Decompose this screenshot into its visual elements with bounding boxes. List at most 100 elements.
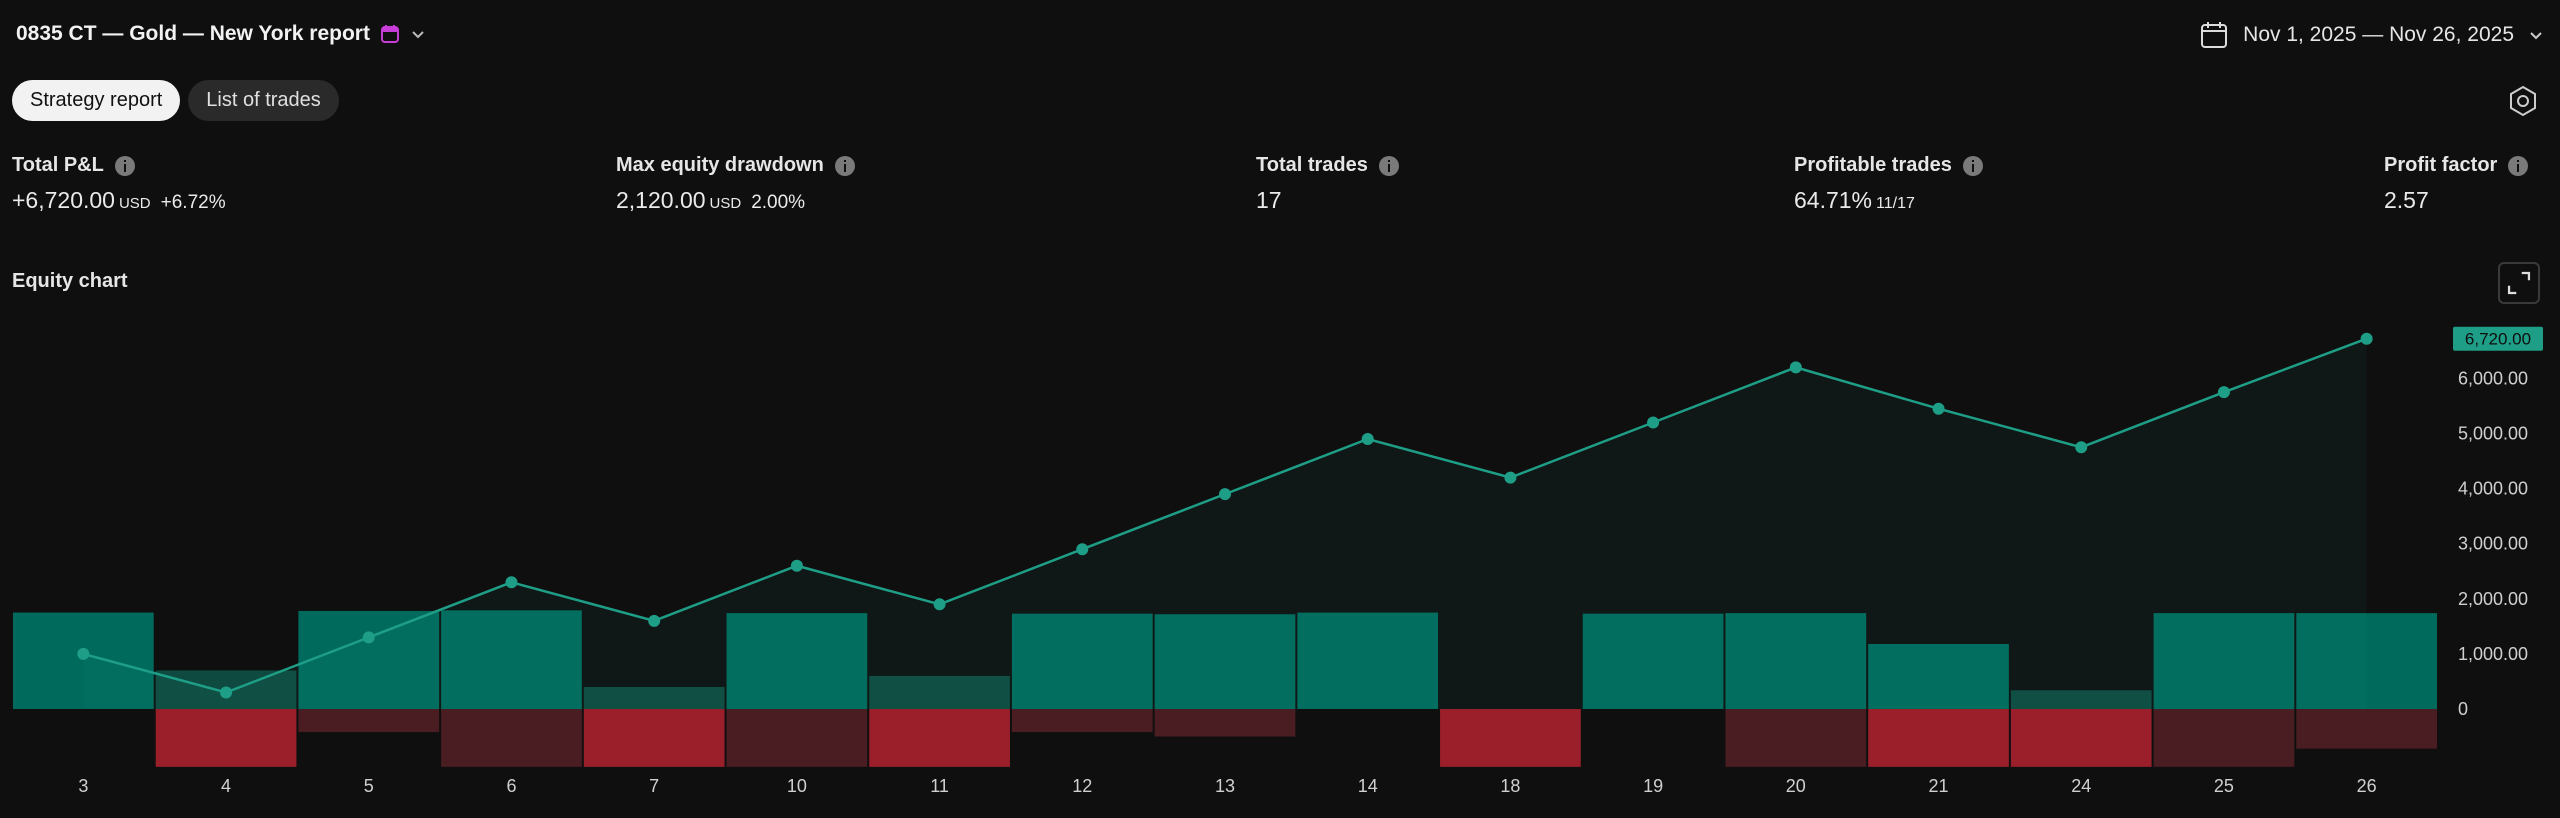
run-up-bar bbox=[869, 675, 1010, 709]
chevron-down-icon bbox=[2530, 32, 2542, 40]
y-tick-label: 1,000.00 bbox=[2458, 644, 2528, 664]
chevron-down-icon[interactable] bbox=[410, 26, 426, 42]
equity-point[interactable] bbox=[1361, 433, 1374, 446]
run-up-bar bbox=[1582, 613, 1724, 709]
equity-chart: 3 4 5 6 7 10 11 12 13 14 18 19 20 21 24 25 26 6,000.00 5,0… bbox=[13, 326, 2543, 796]
stat-label: Profitable trades bbox=[1794, 154, 1952, 176]
run-up-bar bbox=[298, 610, 440, 709]
x-tick-label: 24 bbox=[2071, 776, 2091, 796]
y-tick-label: 0 bbox=[2458, 699, 2468, 719]
x-tick-label: 11 bbox=[930, 776, 949, 796]
drawdown-bar bbox=[155, 709, 297, 767]
equity-point[interactable] bbox=[1076, 543, 1089, 556]
equity-area bbox=[83, 338, 2367, 709]
info-icon[interactable] bbox=[2507, 155, 2529, 177]
stat-max-drawdown: Max equity drawdown 2,120.00 USD 2.00% bbox=[616, 154, 856, 214]
run-up-bar bbox=[1868, 643, 2009, 709]
drawdown-bar bbox=[2153, 709, 2295, 767]
equity-point[interactable] bbox=[1932, 402, 1945, 415]
drawdown-bar bbox=[583, 709, 725, 767]
drawdown-bar bbox=[869, 709, 1010, 767]
equity-point[interactable] bbox=[2360, 332, 2373, 345]
expand-icon[interactable] bbox=[2498, 262, 2540, 304]
run-up-bar bbox=[1011, 613, 1153, 709]
x-tick-label: 21 bbox=[1929, 776, 1949, 796]
stat-label: Max equity drawdown bbox=[616, 154, 824, 176]
x-tick-label: 20 bbox=[1786, 776, 1806, 796]
calendar-badge-icon bbox=[380, 25, 399, 43]
y-tick-label: 4,000.00 bbox=[2458, 479, 2528, 499]
drawdown-bar bbox=[1868, 709, 2009, 767]
equity-point[interactable] bbox=[2217, 386, 2230, 399]
x-tick-label: 25 bbox=[2214, 776, 2234, 796]
drawdown-bar bbox=[1440, 709, 1581, 767]
drawdown-bar bbox=[1011, 709, 1153, 733]
equity-point[interactable] bbox=[77, 647, 90, 660]
stat-value: 2.57 bbox=[2384, 187, 2429, 213]
drawdown-bar bbox=[441, 709, 582, 767]
calendar-icon bbox=[2201, 22, 2228, 48]
settings-icon[interactable] bbox=[2506, 84, 2540, 118]
equity-point[interactable] bbox=[220, 686, 233, 699]
info-icon[interactable] bbox=[114, 155, 136, 177]
stat-value: 17 bbox=[1256, 187, 1282, 213]
run-up-bar bbox=[583, 686, 725, 709]
drawdown-bar bbox=[2010, 709, 2152, 767]
x-tick-label: 18 bbox=[1500, 776, 1520, 796]
report-tabs: Strategy report List of trades bbox=[12, 80, 339, 121]
y-tick-label: 3,000.00 bbox=[2458, 534, 2528, 554]
tab-list-of-trades[interactable]: List of trades bbox=[188, 80, 339, 121]
stat-fraction: 11/17 bbox=[1876, 195, 1915, 212]
equity-point[interactable] bbox=[1647, 416, 1660, 429]
stat-profit-factor: Profit factor 2.57 bbox=[2384, 154, 2529, 214]
run-up-bar bbox=[1297, 612, 1439, 709]
drawdown-bar bbox=[2296, 709, 2437, 749]
equity-point[interactable] bbox=[933, 598, 946, 611]
stat-profitable-trades: Profitable trades 64.71% 11/17 bbox=[1794, 154, 1984, 214]
info-icon[interactable] bbox=[1378, 155, 1400, 177]
equity-point[interactable] bbox=[505, 576, 518, 589]
stat-value: +6,720.00 bbox=[12, 187, 115, 213]
equity-point[interactable] bbox=[790, 559, 803, 572]
report-title-text: 0835 CT — Gold — New York report bbox=[16, 22, 370, 45]
stat-unit: USD bbox=[118, 195, 151, 212]
info-icon[interactable] bbox=[1962, 155, 1984, 177]
equity-point[interactable] bbox=[2075, 441, 2088, 454]
x-tick-label: 5 bbox=[364, 776, 374, 796]
x-tick-label: 4 bbox=[221, 776, 231, 796]
drawdown-bar bbox=[726, 709, 868, 767]
equity-chart-title: Equity chart bbox=[12, 270, 128, 292]
date-range-picker[interactable]: Nov 1, 2025 — Nov 26, 2025 bbox=[2199, 20, 2544, 50]
equity-point[interactable] bbox=[1504, 471, 1517, 484]
x-tick-label: 3 bbox=[78, 776, 88, 796]
equity-point[interactable] bbox=[1219, 488, 1231, 501]
info-icon[interactable] bbox=[834, 155, 856, 177]
last-value-badge bbox=[2453, 326, 2543, 351]
equity-point[interactable] bbox=[1789, 361, 1802, 374]
stat-percent: +6.72% bbox=[160, 192, 226, 213]
y-tick-label: 5,000.00 bbox=[2458, 424, 2528, 444]
drawdown-bar bbox=[1154, 709, 1296, 737]
run-up-bar bbox=[13, 612, 154, 709]
y-tick-label: 6,000.00 bbox=[2458, 368, 2528, 388]
drawdown-bar bbox=[1725, 709, 1867, 767]
x-tick-label: 26 bbox=[2357, 776, 2377, 796]
tab-strategy-report[interactable]: Strategy report bbox=[12, 80, 181, 121]
x-tick-label: 7 bbox=[649, 776, 659, 796]
stat-total-pnl: Total P&L +6,720.00 USD +6.72% bbox=[12, 154, 226, 214]
x-tick-label: 6 bbox=[506, 776, 516, 796]
run-up-bar bbox=[441, 610, 582, 709]
report-title[interactable]: 0835 CT — Gold — New York report bbox=[16, 22, 426, 46]
stat-unit: USD bbox=[709, 195, 742, 212]
equity-point[interactable] bbox=[362, 631, 375, 644]
top-bar: 0835 CT — Gold — New York report Nov 1, … bbox=[0, 0, 2560, 74]
x-tick-label: 19 bbox=[1643, 776, 1663, 796]
run-up-bar bbox=[726, 613, 868, 709]
stat-total-trades: Total trades 17 bbox=[1256, 154, 1400, 214]
run-up-bar bbox=[1725, 613, 1867, 709]
last-value-label: 6,720.00 bbox=[2465, 330, 2531, 349]
y-tick-label: 2,000.00 bbox=[2458, 589, 2528, 609]
x-tick-label: 10 bbox=[787, 776, 807, 796]
equity-point[interactable] bbox=[648, 614, 661, 627]
stat-label: Total trades bbox=[1256, 154, 1368, 176]
